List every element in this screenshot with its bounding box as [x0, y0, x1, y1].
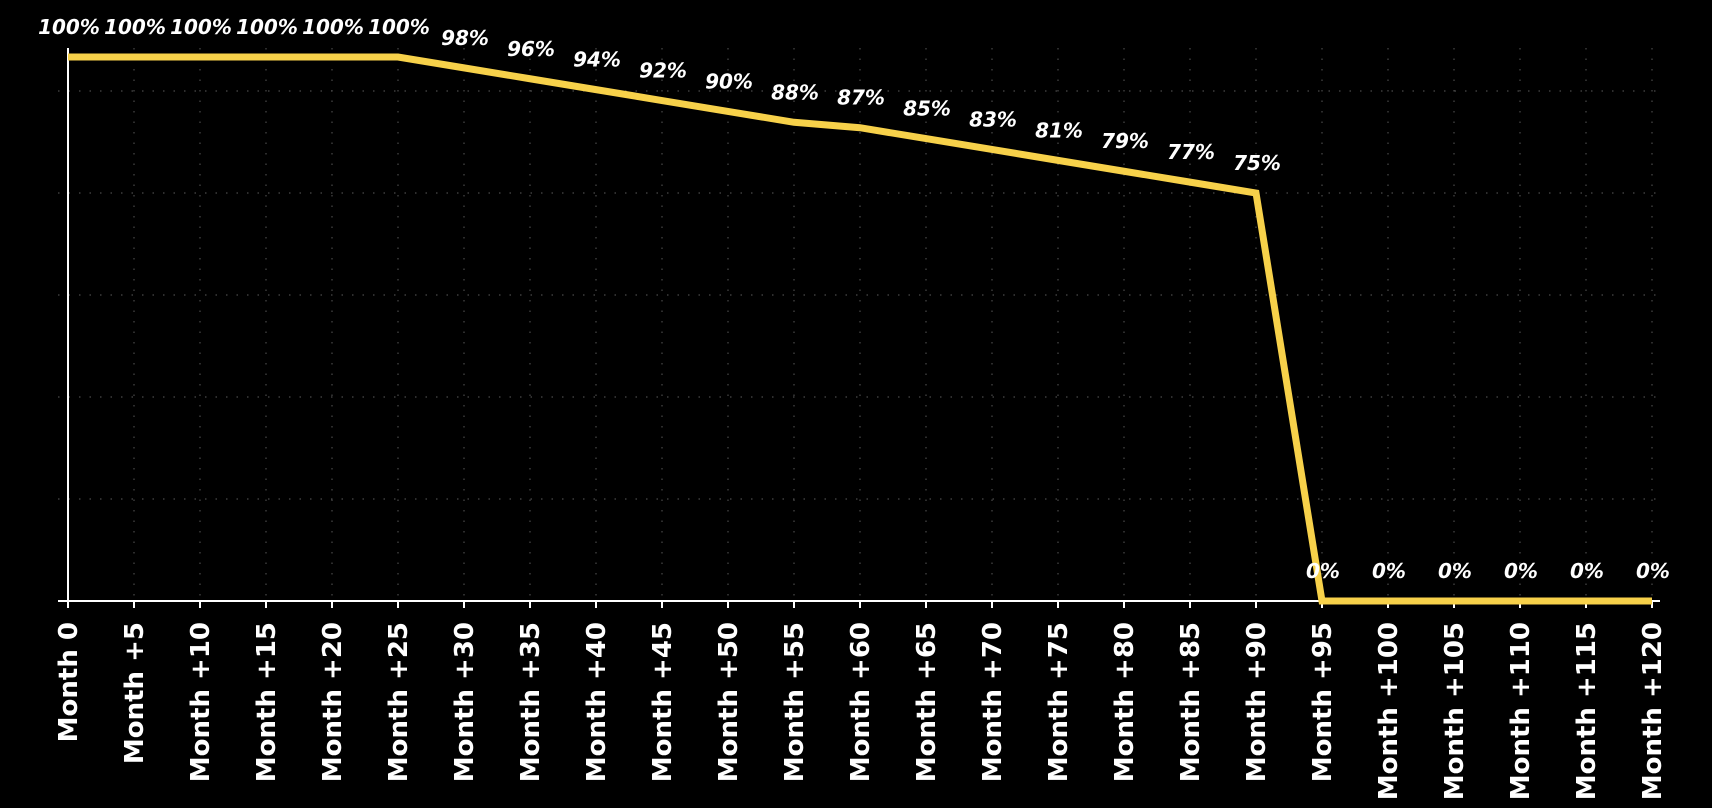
x-tick-label: Month +65: [912, 622, 942, 782]
x-tick-label: Month +70: [978, 622, 1008, 782]
x-tick-label: Month +25: [384, 622, 414, 782]
data-label: 100%: [302, 15, 364, 39]
data-label: 0%: [1372, 559, 1406, 583]
data-label: 85%: [903, 97, 951, 121]
data-label: 0%: [1438, 559, 1472, 583]
x-tick-label: Month +35: [516, 622, 546, 782]
x-tick-label: Month +100: [1374, 622, 1404, 800]
x-tick-label: Month +55: [780, 622, 810, 782]
data-label: 100%: [38, 15, 100, 39]
data-label: 94%: [573, 48, 621, 72]
x-tick-label: Month +80: [1110, 622, 1140, 782]
data-label: 0%: [1306, 559, 1340, 583]
data-label: 75%: [1233, 151, 1281, 175]
data-label: 100%: [170, 15, 232, 39]
x-tick-label: Month +85: [1176, 622, 1206, 782]
data-label: 90%: [705, 69, 753, 93]
data-label: 92%: [639, 59, 687, 83]
series-line: [68, 53, 1652, 605]
x-tick-label: Month +30: [450, 622, 480, 782]
x-tick-label: Month +5: [120, 622, 150, 764]
data-label: 87%: [837, 86, 885, 110]
x-tick-label: Month +50: [714, 622, 744, 782]
data-label: 81%: [1035, 118, 1083, 142]
x-tick-label: Month +120: [1638, 622, 1668, 800]
x-tick-label: Month +110: [1506, 622, 1536, 800]
data-label: 96%: [507, 37, 555, 61]
data-label: 83%: [969, 107, 1017, 131]
x-tick-label: Month +40: [582, 622, 612, 782]
x-tick-label: Month +75: [1044, 622, 1074, 782]
data-label: 88%: [771, 80, 819, 104]
data-label: 0%: [1636, 559, 1670, 583]
data-label: 0%: [1570, 559, 1604, 583]
data-label: 0%: [1504, 559, 1538, 583]
x-tick-label: Month +15: [252, 622, 282, 782]
data-label: 79%: [1101, 129, 1149, 153]
x-tick-label: Month 0: [54, 622, 84, 742]
data-label: 100%: [236, 15, 298, 39]
x-tick-label: Month +90: [1242, 622, 1272, 782]
x-tick-label: Month +20: [318, 622, 348, 782]
data-label: 100%: [104, 15, 166, 39]
x-tick-label: Month +95: [1308, 622, 1338, 782]
data-label: 98%: [441, 26, 489, 50]
data-label: 77%: [1167, 140, 1215, 164]
x-tick-label: Month +105: [1440, 622, 1470, 800]
data-label: 100%: [368, 15, 430, 39]
x-tick-label: Month +115: [1572, 622, 1602, 800]
x-tick-label: Month +60: [846, 622, 876, 782]
x-tick-label: Month +10: [186, 622, 216, 782]
x-tick-label: Month +45: [648, 622, 678, 782]
